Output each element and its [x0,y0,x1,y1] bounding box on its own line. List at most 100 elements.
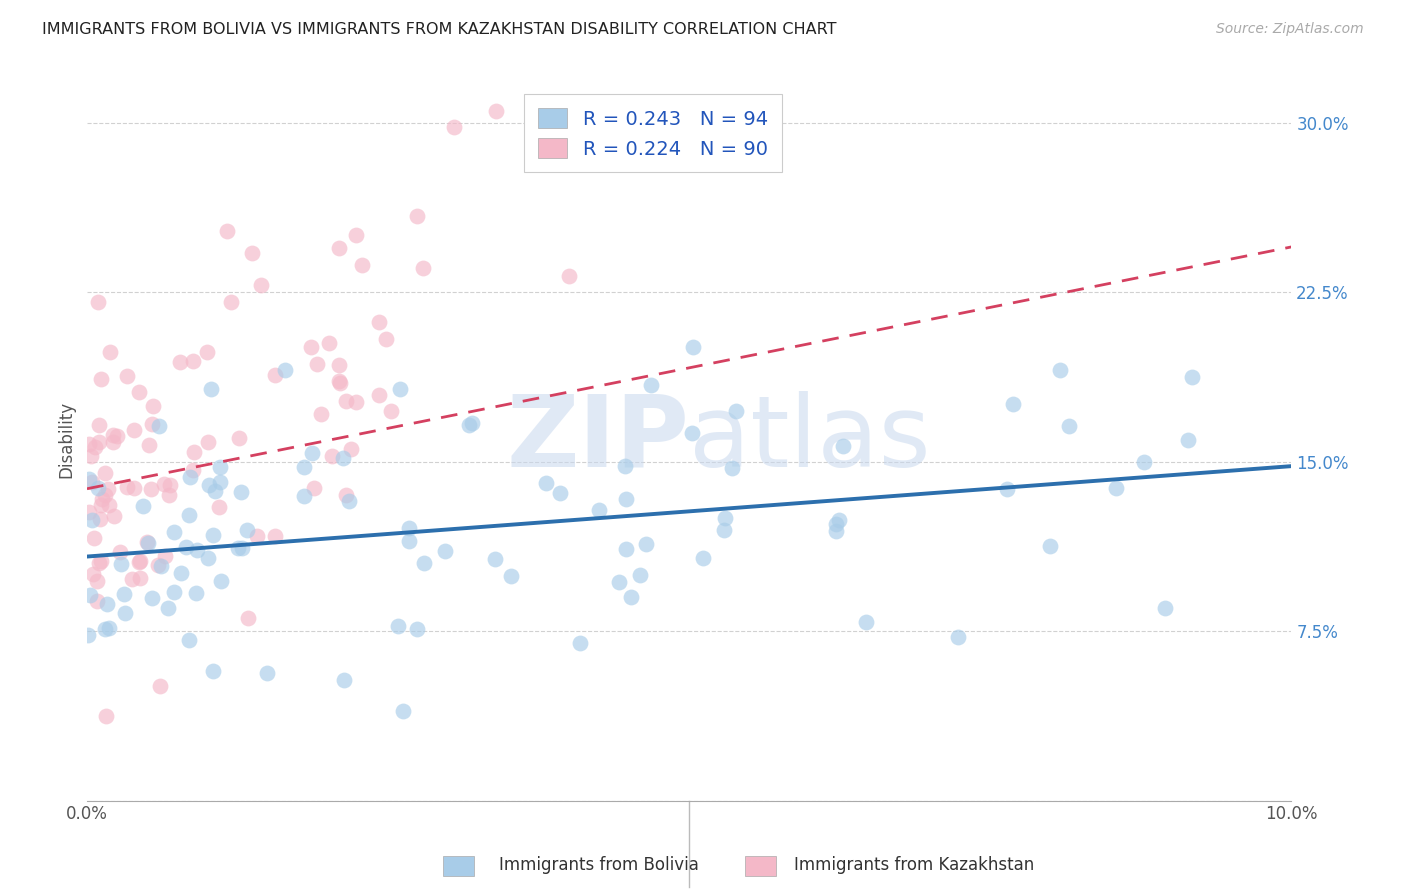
Point [89,435,111,450]
Point [484,552,506,566]
Point [177,633,200,648]
Point [392,704,415,718]
Point [150,559,173,574]
Point [332,451,354,466]
Point [1049,362,1071,376]
Point [640,378,662,392]
Y-axis label: Disability: Disability [58,401,75,477]
Point [433,544,456,558]
Point [82,567,104,582]
Point [128,571,150,585]
Point [153,477,176,491]
Point [413,556,436,570]
Point [333,673,356,687]
Point [200,382,222,396]
Text: ZIP: ZIP [506,391,689,488]
Point [94,709,117,723]
Point [501,569,523,583]
Point [77,437,100,451]
Point [181,463,204,477]
Point [112,586,135,600]
Point [557,268,579,283]
Point [174,540,197,554]
Point [946,630,969,644]
Point [228,431,250,445]
Point [634,536,657,550]
Point [197,477,219,491]
Point [219,294,242,309]
Point [98,621,121,635]
Point [146,558,169,572]
Point [179,469,201,483]
Point [215,224,238,238]
Point [197,434,219,449]
Point [825,524,848,539]
Point [139,482,162,496]
Point [86,574,108,589]
Point [186,542,208,557]
Point [201,665,224,679]
Point [321,450,343,464]
Text: Immigrants from Kazakhstan: Immigrants from Kazakhstan [794,856,1035,874]
Point [142,399,165,413]
Point [457,417,479,432]
Point [96,597,118,611]
Point [195,344,218,359]
Point [256,666,278,681]
Point [485,104,508,119]
Point [128,384,150,399]
Point [344,395,367,409]
Point [157,488,180,502]
Point [374,332,396,346]
Point [588,502,610,516]
Point [250,278,273,293]
Point [231,541,253,555]
Point [620,590,643,604]
Point [163,525,186,540]
Point [304,481,326,495]
Point [170,566,193,581]
Point [93,488,115,502]
Point [204,484,226,499]
Point [398,521,420,535]
Point [90,554,112,568]
Point [231,485,253,500]
Point [534,475,557,490]
Point [236,523,259,537]
Point [713,524,735,538]
Point [724,404,747,418]
Point [129,553,152,567]
Point [1057,419,1080,434]
Point [208,459,231,474]
Point [84,440,107,454]
Point [76,628,98,642]
Text: IMMIGRANTS FROM BOLIVIA VS IMMIGRANTS FROM KAZAKHSTAN DISABILITY CORRELATION CHA: IMMIGRANTS FROM BOLIVIA VS IMMIGRANTS FR… [42,22,837,37]
Point [569,636,592,650]
Point [607,574,630,589]
Point [380,404,402,418]
Point [398,534,420,549]
Point [827,513,849,527]
Point [209,475,232,489]
Point [97,483,120,497]
Point [721,461,744,475]
Point [115,369,138,384]
Point [163,584,186,599]
Point [87,294,110,309]
Text: Immigrants from Bolivia: Immigrants from Bolivia [499,856,699,874]
Point [406,209,429,223]
Point [461,416,484,430]
Point [115,480,138,494]
Point [184,586,207,600]
Point [87,482,110,496]
Point [301,340,323,354]
Point [98,344,121,359]
Point [226,541,249,555]
Point [136,534,159,549]
Point [831,439,853,453]
Point [368,315,391,329]
Point [87,556,110,570]
Point [335,488,357,502]
Point [82,513,104,527]
Point [197,551,219,566]
